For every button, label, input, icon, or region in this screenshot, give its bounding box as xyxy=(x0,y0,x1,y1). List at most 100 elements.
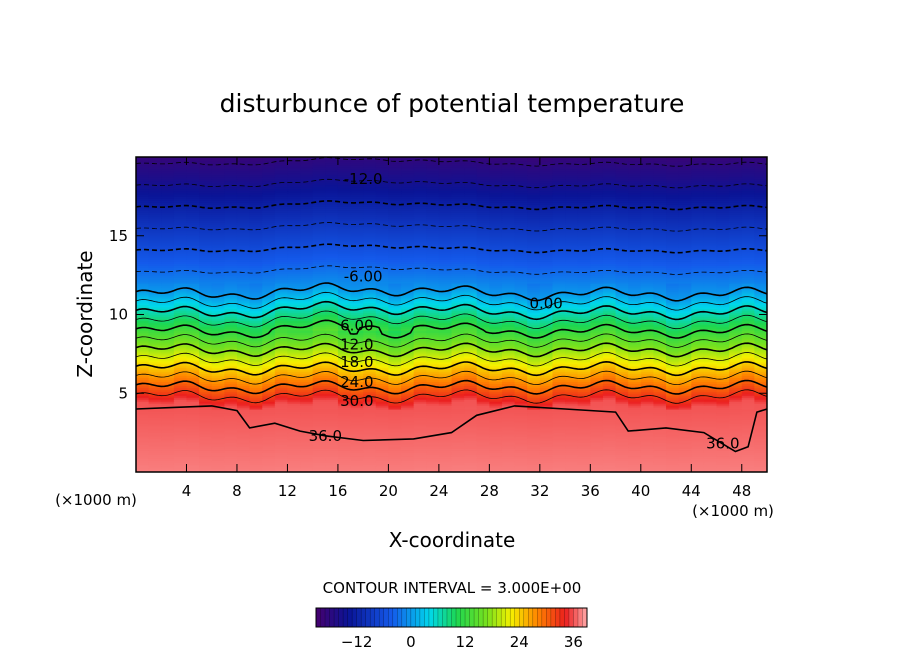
field-cell xyxy=(413,320,427,323)
field-cell xyxy=(161,314,175,318)
field-cell xyxy=(312,292,326,296)
field-cell xyxy=(729,416,743,420)
field-cell xyxy=(287,446,301,449)
field-cell xyxy=(716,464,730,467)
field-cell xyxy=(262,428,276,432)
field-cell xyxy=(236,450,251,453)
field-cell xyxy=(666,389,680,392)
field-cell xyxy=(716,450,730,453)
field-cell xyxy=(590,422,604,426)
field-cell xyxy=(186,310,200,314)
field-cell xyxy=(312,424,326,428)
field-cell xyxy=(565,283,579,286)
field-cell xyxy=(300,330,314,333)
field-cell xyxy=(628,414,642,418)
field-cell xyxy=(375,288,389,292)
field-cell xyxy=(640,436,655,440)
field-cell xyxy=(451,326,465,329)
field-cell xyxy=(666,464,680,467)
field-cell xyxy=(552,410,566,414)
field-cell xyxy=(186,314,200,318)
field-cell xyxy=(249,432,263,436)
field-cell xyxy=(602,351,617,355)
field-cell xyxy=(325,377,339,381)
field-cell xyxy=(501,283,516,286)
field-cell xyxy=(527,286,541,290)
field-cell xyxy=(325,346,339,349)
field-cell xyxy=(451,412,465,416)
field-cell xyxy=(363,279,377,282)
field-cell xyxy=(527,365,541,369)
field-cell xyxy=(628,298,642,302)
field-cell xyxy=(716,456,730,459)
field-cell xyxy=(249,462,263,465)
field-cell xyxy=(274,407,289,410)
field-cell xyxy=(501,336,516,339)
field-cell xyxy=(602,279,617,282)
field-cell xyxy=(199,347,213,351)
field-cell xyxy=(464,387,478,390)
field-cell xyxy=(262,460,276,463)
field-cell xyxy=(653,290,667,294)
field-cell xyxy=(426,410,440,414)
field-cell xyxy=(691,442,705,446)
field-cell xyxy=(653,405,667,408)
field-cell xyxy=(741,389,755,392)
field-cell xyxy=(476,322,490,325)
field-cell xyxy=(325,379,339,383)
field-cell xyxy=(426,296,440,300)
field-cell xyxy=(249,452,263,455)
field-cell xyxy=(678,365,692,369)
field-cell xyxy=(602,412,617,416)
field-cell xyxy=(136,428,150,432)
field-cell xyxy=(287,470,301,472)
field-cell xyxy=(337,369,352,373)
field-cell xyxy=(489,338,503,341)
field-cell xyxy=(274,351,289,355)
field-cell xyxy=(136,359,150,363)
field-cell xyxy=(438,393,453,396)
field-cell xyxy=(337,290,352,294)
field-cell xyxy=(413,418,427,422)
field-cell xyxy=(173,290,188,294)
field-cell xyxy=(640,367,655,371)
field-cell xyxy=(186,328,200,331)
field-cell xyxy=(249,466,263,469)
field-cell xyxy=(249,277,263,280)
field-cell xyxy=(211,347,225,351)
field-cell xyxy=(363,401,377,404)
field-cell xyxy=(653,448,667,451)
field-cell xyxy=(236,342,251,345)
field-cell xyxy=(539,401,554,404)
field-cell xyxy=(565,412,579,416)
field-cell xyxy=(337,336,352,339)
field-cell xyxy=(703,418,718,422)
field-cell xyxy=(161,277,175,280)
field-cell xyxy=(300,436,314,440)
field-cell xyxy=(211,361,225,365)
field-cell xyxy=(199,310,213,314)
field-cell xyxy=(300,379,314,383)
field-cell xyxy=(691,452,705,455)
field-cell xyxy=(577,349,591,353)
field-cell xyxy=(413,314,427,318)
field-cell xyxy=(136,283,150,286)
field-cell xyxy=(653,428,667,432)
field-cell xyxy=(476,377,490,381)
field-cell xyxy=(741,393,755,396)
field-cell xyxy=(577,314,591,318)
field-cell xyxy=(236,424,251,428)
field-cell xyxy=(754,391,767,394)
field-cell xyxy=(136,324,150,327)
field-cell xyxy=(363,290,377,294)
field-cell xyxy=(703,452,718,455)
field-cell xyxy=(161,448,175,451)
field-cell xyxy=(136,385,150,388)
field-cell xyxy=(438,332,453,335)
field-cell xyxy=(249,292,263,296)
field-cell xyxy=(388,375,402,379)
field-cell xyxy=(426,302,440,306)
field-cell xyxy=(754,320,767,323)
field-cell xyxy=(274,344,289,347)
field-cell xyxy=(628,434,642,438)
